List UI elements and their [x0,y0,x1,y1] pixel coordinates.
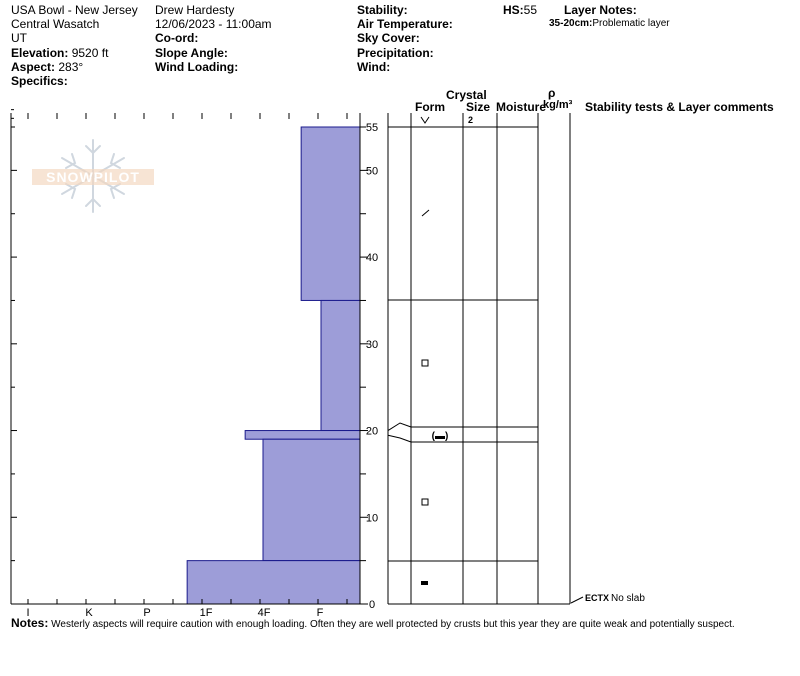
specifics-label: Specifics: [11,74,68,88]
moisture-header: Moisture [496,100,547,114]
wind-label: Wind: [357,60,391,74]
grain-symbol-decomposing-fragments [421,209,430,217]
hardness-bar-4 [262,438,361,562]
grain-symbol-faceted [421,498,429,506]
location-name: USA Bowl - New Jersey [11,3,138,17]
y-tick-label-0: 0 [369,599,375,611]
wind-loading-label: Wind Loading: [155,60,239,74]
elevation: Elevation: 9520 ft [11,46,108,60]
y-tick-label-30: 30 [366,339,378,351]
grain-size-0: 2 [468,115,473,125]
sky-cover-label: Sky Cover: [357,31,420,45]
mountain-range: Central Wasatch [11,17,100,31]
hardness-bar-3 [244,430,361,440]
grain-symbol-melt-freeze-crust [421,581,428,585]
x-tick-label-P: P [143,607,150,619]
slope-angle-label: Slope Angle: [155,46,228,60]
svg-text:SNOWPILOT: SNOWPILOT [46,169,140,185]
stability-label: Stability: [357,3,408,17]
stability-test-comment: No slab [611,593,645,604]
precipitation-label: Precipitation: [357,46,434,60]
elevation-label: Elevation: [11,46,69,60]
connector-20 [387,422,412,431]
notes: Notes: Westerly aspects will require cau… [11,616,735,630]
state: UT [11,31,27,45]
density-rho-header: ρ [548,86,556,100]
y-tick-label-55: 55 [366,122,378,134]
stability-test-code: ECTX [585,593,609,603]
x-tick-label-I: I [26,607,29,619]
coord-label: Co-ord: [155,31,199,45]
stability-tests-header: Stability tests & Layer comments [585,100,774,114]
snowpilot-logo: SNOWPILOT [32,139,154,213]
hardness-bar-5 [186,560,361,605]
crystal-header: Crystal [446,88,487,102]
x-tick-label-4F: 4F [258,607,271,619]
elevation-value: 9520 ft [71,46,109,60]
layer-note-text: Problematic layer [592,18,670,29]
aspect-label: Aspect: [11,60,56,74]
hs: HS:55 [503,3,537,17]
size-header: Size [466,100,491,114]
x-tick-label-F: F [317,607,324,619]
x-tick-label-1F: 1F [200,607,213,619]
y-tick-label-10: 10 [366,512,378,524]
layer-note-range: 35-20cm: [549,18,593,29]
grain-symbol-melt-freeze-crust-bracketed: (▬) [432,431,449,442]
hs-label: HS: [503,3,524,17]
notes-text: Westerly aspects will require caution wi… [51,619,735,630]
observation-datetime: 12/06/2023 - 11:00am [155,17,272,31]
hs-value: 55 [523,3,538,17]
form-header: Form [415,100,445,114]
y-tick-label-50: 50 [366,165,378,177]
air-temperature-label: Air Temperature: [357,17,453,31]
connector-19 [387,434,412,443]
stability-test-pointer [570,596,584,604]
y-tick-label-40: 40 [366,252,378,264]
density-unit-header: kg/m³ [543,99,573,111]
aspect-value: 283° [58,60,84,74]
notes-label: Notes: [11,616,49,630]
aspect: Aspect: 283° [11,60,83,74]
layer-note: 35-20cm:Problematic layer [549,18,670,29]
hardness-bar-2 [320,299,361,432]
y-tick-label-20: 20 [366,426,378,438]
layer-notes-label: Layer Notes: [564,3,637,17]
grain-symbol-surface-hoar [420,116,430,124]
hardness-bar-1 [300,126,361,301]
observer-name: Drew Hardesty [155,3,235,17]
x-tick-label-K: K [85,607,93,619]
grain-symbol-faceted [421,359,429,367]
